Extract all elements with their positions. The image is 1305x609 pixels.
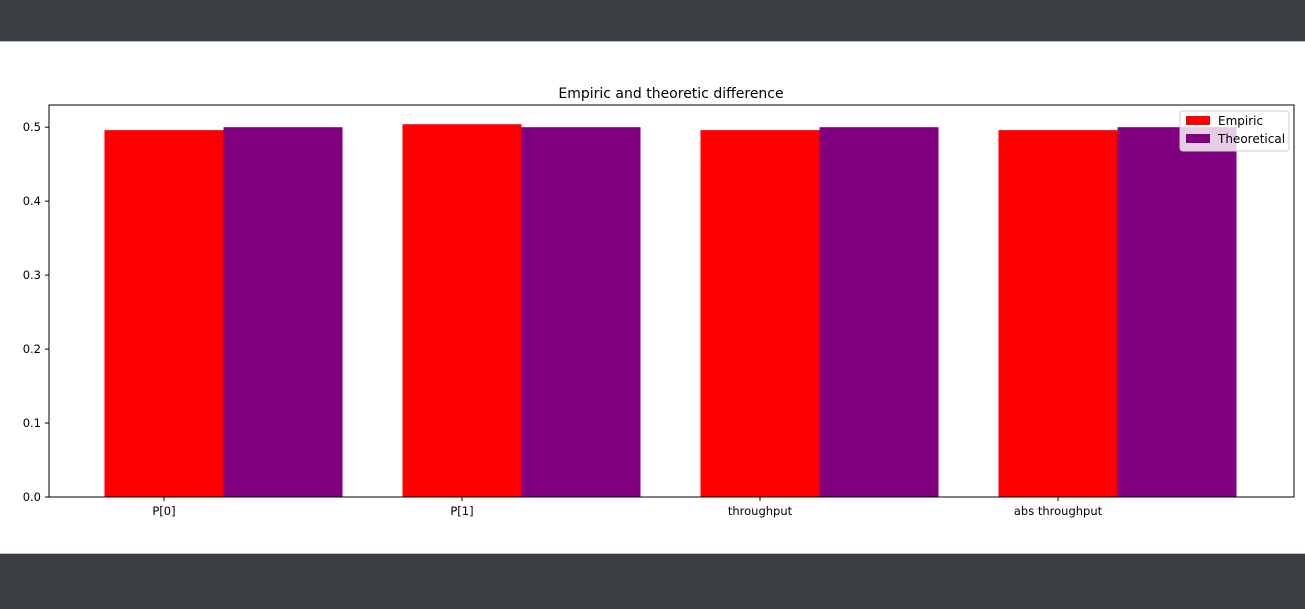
bottom-divider [0, 553, 1305, 554]
x-axis: P[0] P[1] throughput abs throughput [152, 497, 1103, 518]
plot-frame [48, 104, 1295, 498]
y-tick-label: 0.3 [23, 268, 41, 282]
legend-swatch-theoretical [1186, 134, 1210, 143]
top-divider [0, 41, 1305, 42]
y-axis: 0.0 0.1 0.2 0.3 0.4 0.5 [23, 120, 49, 504]
legend: Empiric Theoretical [1179, 110, 1290, 152]
bars-group [104, 124, 1237, 498]
y-tick-label: 0.4 [23, 194, 41, 208]
bar-theoretical-2 [819, 127, 939, 497]
bar-empiric-1 [402, 124, 522, 497]
y-tick-label: 0.2 [23, 342, 41, 356]
x-tick-label: P[1] [450, 504, 473, 518]
bar-theoretical-0 [223, 127, 343, 497]
x-tick-label: abs throughput [1014, 504, 1103, 518]
y-tick-label: 0.0 [23, 490, 41, 504]
x-tick-label: P[0] [152, 504, 175, 518]
legend-label-theoretical: Theoretical [1217, 132, 1285, 146]
y-tick-label: 0.5 [23, 120, 41, 134]
bar-theoretical-3 [1117, 127, 1237, 497]
bar-empiric-2 [700, 130, 820, 498]
legend-label-empiric: Empiric [1218, 114, 1263, 128]
bottom-toolbar [0, 554, 1305, 609]
y-tick-label: 0.1 [23, 416, 41, 430]
bar-empiric-0 [104, 130, 224, 498]
legend-swatch-empiric [1186, 116, 1210, 125]
bar-theoretical-1 [521, 127, 641, 497]
top-toolbar [0, 0, 1305, 41]
x-tick-label: throughput [728, 504, 793, 518]
bar-empiric-3 [998, 130, 1118, 498]
chart-title: Empiric and theoretic difference [558, 86, 783, 102]
